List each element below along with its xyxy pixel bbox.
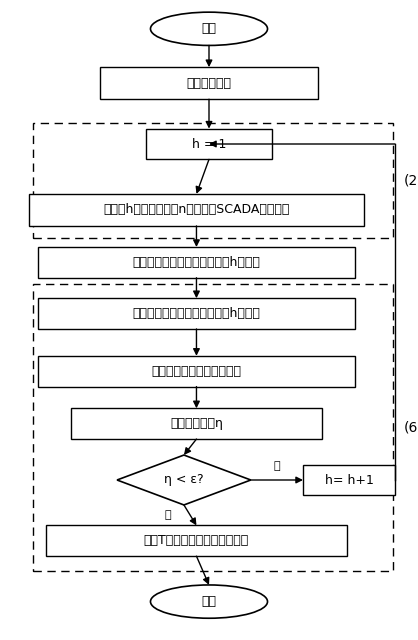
Text: (6): (6) [403,420,418,435]
Bar [100,67,318,99]
Text: 开始: 开始 [201,22,217,35]
Bar [146,129,272,159]
Text: 结束: 结束 [201,595,217,608]
Text: 读入第h个负荷水平下n个时段的SCADA量测数据: 读入第h个负荷水平下n个时段的SCADA量测数据 [103,204,290,216]
Bar [38,247,355,278]
Ellipse shape [150,12,268,45]
Text: h= h+1: h= h+1 [325,474,373,486]
Bar [71,408,322,439]
Text: η < ε?: η < ε? [164,474,204,486]
Text: 计算线路参数估计值的均值: 计算线路参数估计值的均值 [151,365,242,378]
Bar [38,356,355,387]
Text: 输出T形连接线路参数的估计值: 输出T形连接线路参数的估计值 [144,534,249,547]
Bar [46,525,347,556]
Bar [29,194,364,226]
Bar [33,284,393,571]
Text: 输入基础数据: 输入基础数据 [186,77,232,90]
Text: 计算线路全长参数估计值的第h个样本: 计算线路全长参数估计值的第h个样本 [133,307,260,320]
Text: h = 1: h = 1 [192,138,226,150]
Polygon shape [117,455,251,505]
Bar [303,465,395,495]
Bar [33,123,393,238]
Ellipse shape [150,585,268,618]
Bar [38,298,355,329]
Text: 计算单位长度参数估计值的第h个样本: 计算单位长度参数估计值的第h个样本 [133,256,260,269]
Text: (2): (2) [403,173,418,188]
Text: 是: 是 [165,510,171,520]
Text: 计算方差系数η: 计算方差系数η [170,417,223,430]
Text: 否: 否 [274,461,280,471]
